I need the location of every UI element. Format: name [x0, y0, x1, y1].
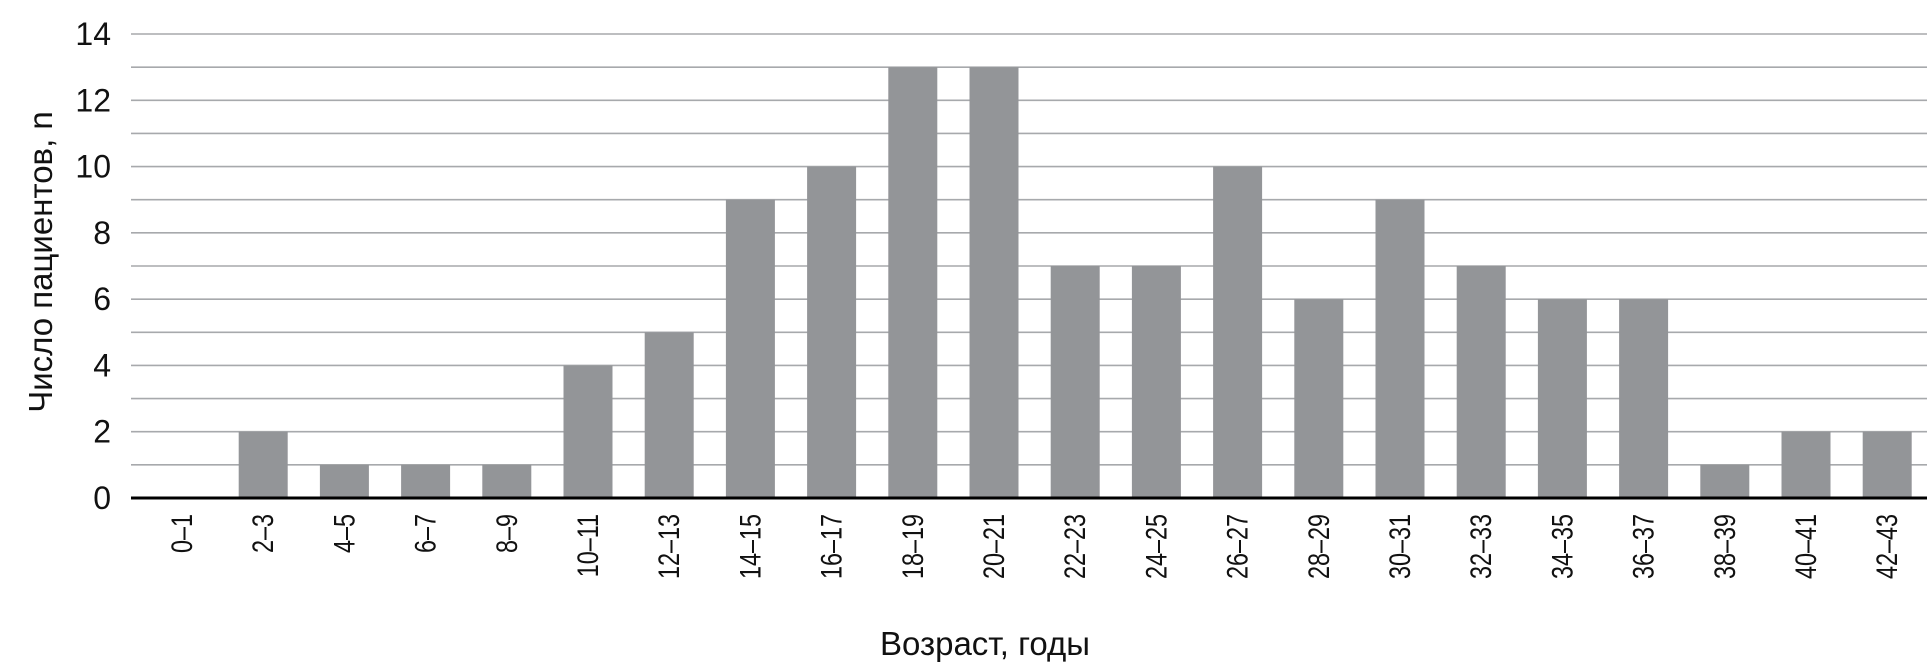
bar-8–9 [482, 464, 532, 498]
bar-42–43 [1862, 431, 1912, 498]
bar-38–39 [1700, 464, 1750, 498]
x-tick-label: 34–35 [1546, 514, 1579, 579]
bar-34–35 [1537, 299, 1587, 498]
x-tick-label: 26–27 [1221, 514, 1254, 579]
x-tick-label: 0–1 [165, 514, 198, 553]
x-tick-label: 2–3 [246, 514, 279, 553]
gridlines [131, 33, 1927, 466]
y-tick-labels: 0 2 4 6 8 10 12 14 [75, 16, 111, 516]
x-tick-label: 4–5 [328, 514, 361, 553]
bar-10–11 [563, 365, 613, 498]
x-tick-label: 30–31 [1383, 514, 1416, 579]
bar-30–31 [1375, 199, 1425, 498]
bar-40–41 [1781, 431, 1831, 498]
x-tick-labels: 0–1 2–3 4–5 6–7 8–9 10–11 12–13 14–15 16–17 18–19… [165, 514, 1904, 579]
bar-2–3 [238, 431, 288, 498]
x-tick-label: 8–9 [490, 514, 523, 553]
bar-20–21 [969, 67, 1019, 499]
y-tick-label: 4 [93, 347, 111, 383]
x-tick-label: 14–15 [734, 514, 767, 579]
x-tick-label: 28–29 [1302, 514, 1335, 579]
y-tick-label: 12 [75, 82, 111, 118]
x-tick-label: 10–11 [571, 514, 604, 577]
x-tick-label: 32–33 [1464, 514, 1497, 579]
bar-14–15 [725, 199, 775, 498]
bar-18–19 [888, 67, 938, 499]
x-tick-label: 18–19 [896, 514, 929, 579]
y-tick-label: 10 [75, 149, 111, 185]
bar-12–13 [644, 332, 694, 498]
x-tick-label: 16–17 [815, 514, 848, 579]
x-tick-label: 42–43 [1870, 514, 1903, 579]
bar-36–37 [1619, 299, 1669, 498]
y-tick-label: 8 [93, 215, 111, 251]
x-axis-title: Возраст, годы [880, 625, 1090, 662]
bar-28–29 [1294, 299, 1344, 498]
bar-4–5 [319, 464, 369, 498]
bar-16–17 [807, 166, 857, 499]
y-tick-label: 0 [93, 480, 111, 516]
bar-22–23 [1050, 266, 1100, 498]
bar-32–33 [1456, 266, 1506, 498]
bars [238, 67, 1912, 499]
x-tick-label: 22–23 [1058, 514, 1091, 579]
y-tick-label: 14 [75, 16, 111, 52]
bar-6–7 [401, 464, 451, 498]
x-tick-label: 24–25 [1140, 514, 1173, 579]
bar-24–25 [1131, 266, 1181, 498]
x-tick-label: 38–39 [1708, 514, 1741, 579]
y-tick-label: 2 [93, 414, 111, 450]
bar-26–27 [1213, 166, 1263, 499]
x-tick-label: 40–41 [1789, 514, 1822, 579]
x-tick-label: 36–37 [1627, 514, 1660, 579]
y-tick-label: 6 [93, 281, 111, 317]
x-tick-label: 20–21 [977, 514, 1010, 579]
y-axis-title: Число пациентов, n [22, 111, 59, 413]
x-tick-label: 6–7 [409, 514, 442, 553]
x-tick-label: 12–13 [652, 514, 685, 579]
